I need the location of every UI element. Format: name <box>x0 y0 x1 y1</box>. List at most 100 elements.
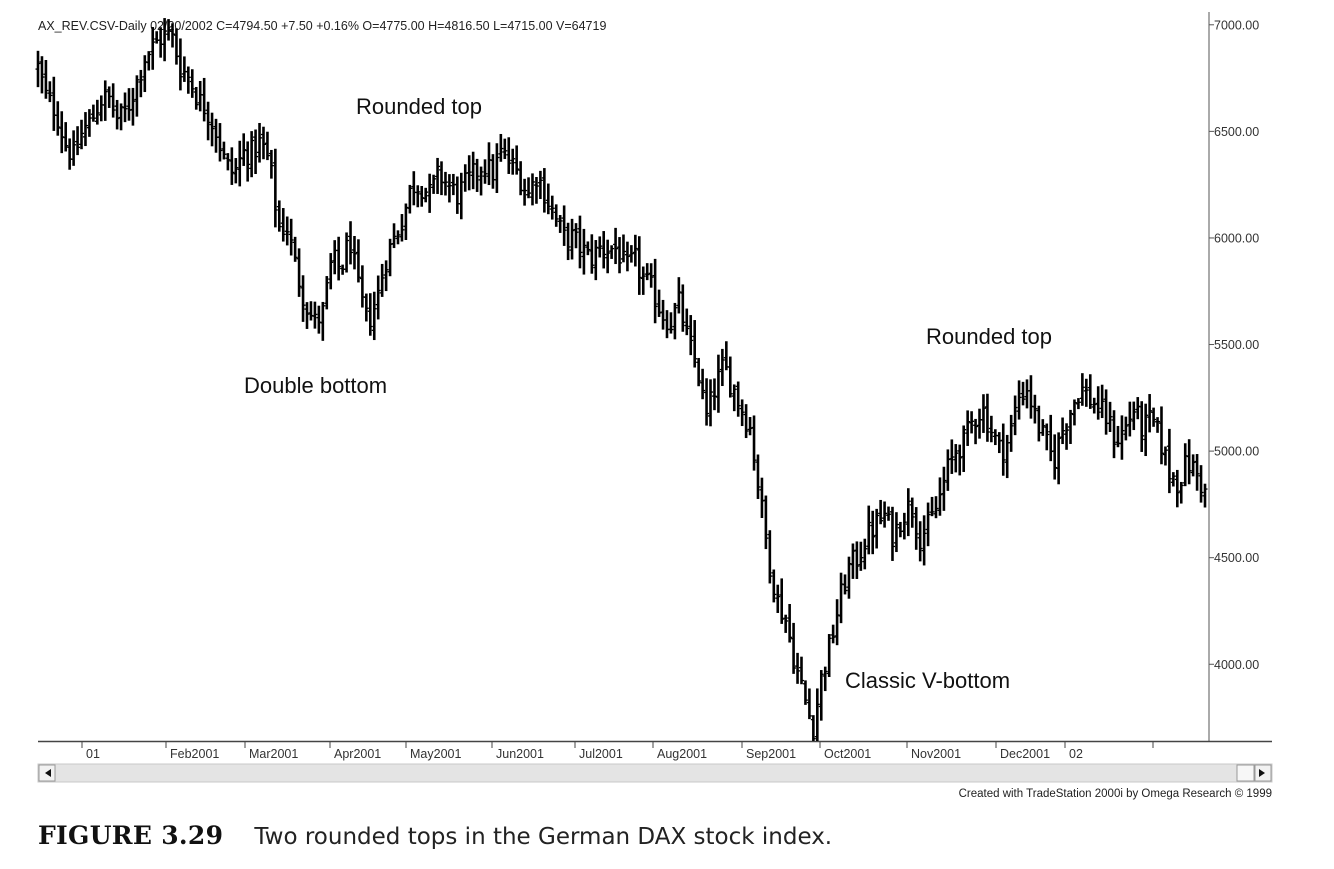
figure-caption-text: Two rounded tops in the German DAX stock… <box>254 824 833 850</box>
ohlc-bar <box>510 148 516 175</box>
ohlc-bar <box>39 56 45 94</box>
ohlc-bar <box>249 131 255 178</box>
ohlc-bar <box>735 381 741 417</box>
figure-label: FIGURE 3.29 <box>38 821 224 850</box>
scrollbar-thumb[interactable] <box>1236 764 1255 782</box>
ohlc-bar <box>957 444 963 476</box>
ohlc-bar <box>344 232 350 273</box>
ohlc-bar <box>953 444 959 473</box>
ohlc-bar <box>253 129 259 175</box>
ohlc-bar <box>652 258 658 324</box>
ohlc-bar <box>367 293 373 336</box>
ohlc-bar <box>878 499 884 525</box>
ohlc-bar <box>937 477 943 516</box>
ohlc-bar <box>1032 394 1038 424</box>
horizontal-scrollbar[interactable] <box>37 763 1273 783</box>
ohlc-bar <box>1107 401 1113 432</box>
ohlc-bar <box>170 23 176 48</box>
ohlc-bar <box>969 411 975 434</box>
ohlc-bar <box>597 236 603 258</box>
ohlc-bar <box>719 348 725 387</box>
ohlc-bar <box>502 138 508 160</box>
ohlc-bar <box>1190 454 1196 477</box>
ohlc-bar <box>257 122 263 163</box>
ohlc-bar <box>288 218 294 256</box>
ohlc-bar <box>427 173 433 213</box>
ohlc-bar <box>798 656 804 685</box>
ohlc-bar <box>75 126 81 156</box>
ohlc-bar <box>351 236 357 270</box>
ohlc-bar <box>1083 378 1089 407</box>
ohlc-bar <box>684 308 690 336</box>
ohlc-bar <box>1202 483 1208 508</box>
ohlc-bar <box>961 425 967 472</box>
ohlc-bar <box>1056 432 1062 485</box>
ohlc-bar <box>395 230 401 245</box>
ohlc-bar <box>442 171 448 196</box>
ohlc-bar <box>1127 401 1133 437</box>
ohlc-bar <box>727 356 733 398</box>
ohlc-bar <box>893 512 899 553</box>
ohlc-bar <box>272 148 278 228</box>
ohlc-bar <box>359 265 365 308</box>
ohlc-bar <box>921 515 927 566</box>
ohlc-bar <box>474 158 480 192</box>
scroll-left-button[interactable] <box>38 764 56 782</box>
ohlc-bar <box>1186 439 1192 485</box>
ohlc-bar <box>624 241 630 272</box>
ohlc-bar <box>870 510 876 555</box>
ohlc-bar <box>264 131 270 161</box>
ohlc-bar <box>292 236 298 262</box>
ohlc-bar <box>977 408 983 439</box>
ohlc-bar <box>225 153 231 171</box>
ohlc-bar <box>260 126 266 160</box>
ohlc-bar <box>1099 384 1105 419</box>
ohlc-bar <box>747 417 753 436</box>
ohlc-bar <box>55 101 61 136</box>
ohlc-bar <box>1151 407 1157 427</box>
ohlc-bar <box>67 138 73 170</box>
ohlc-bar <box>656 289 662 317</box>
ohlc-bar <box>1155 417 1161 433</box>
ohlc-bar <box>181 56 187 82</box>
ohlc-bar <box>755 454 761 499</box>
ohlc-bar <box>751 415 757 471</box>
ohlc-bar <box>814 688 820 741</box>
ohlc-bar <box>470 151 476 190</box>
ohlc-bar <box>90 104 96 122</box>
ohlc-bar <box>355 239 361 283</box>
ohlc-bar <box>458 172 464 220</box>
ohlc-bar <box>802 680 808 705</box>
ohlc-bar <box>557 215 563 233</box>
ohlc-bar <box>984 393 990 442</box>
ohlc-bar <box>375 275 381 320</box>
ohlc-bar <box>498 133 504 162</box>
ohlc-bar <box>731 384 737 412</box>
y-axis: 7000.00 6500.00 6000.00 5500.00 5000.00 4500.… <box>1209 18 1259 672</box>
ohlc-bar <box>320 301 326 341</box>
y-tick-label: 7000.00 <box>1214 18 1259 32</box>
ohlc-bar <box>522 178 528 206</box>
ohlc-bar <box>1162 446 1168 466</box>
ohlc-bar <box>47 81 53 103</box>
ohlc-bar <box>589 234 595 274</box>
ohlc-bar <box>486 142 492 186</box>
ohlc-bar <box>1178 481 1184 504</box>
ohlc-bar <box>332 240 338 275</box>
ohlc-bar <box>1119 415 1125 460</box>
ohlc-bar <box>795 652 801 684</box>
scrollbar-track[interactable] <box>37 763 1273 783</box>
ohlc-bar <box>407 184 413 214</box>
ohlc-bar <box>526 177 532 199</box>
ohlc-bar <box>692 320 698 368</box>
ohlc-bar <box>700 368 706 400</box>
price-bars <box>35 18 1208 741</box>
ohlc-bar <box>601 231 607 269</box>
ohlc-bar <box>846 556 852 599</box>
ohlc-bar <box>617 237 623 274</box>
ohlc-bar <box>209 112 215 147</box>
ohlc-bar <box>419 186 425 207</box>
ohlc-bar <box>632 234 638 267</box>
scroll-right-button[interactable] <box>1254 764 1272 782</box>
ohlc-bar <box>838 572 844 624</box>
